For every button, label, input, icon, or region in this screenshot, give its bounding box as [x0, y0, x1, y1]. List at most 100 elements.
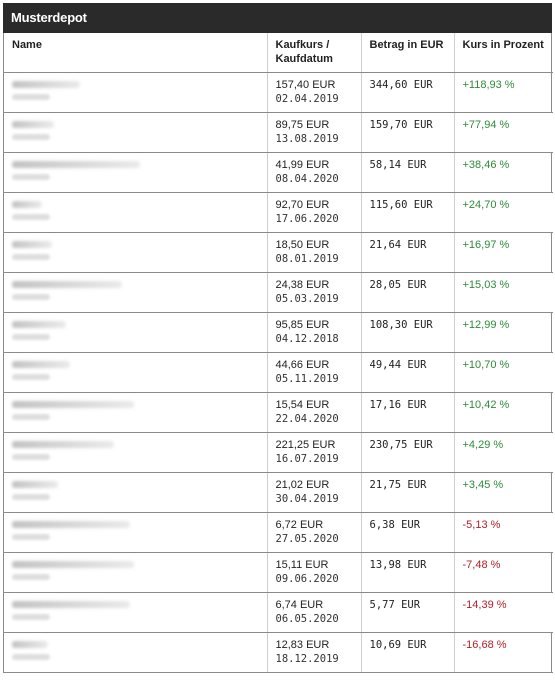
cell-betrag: 58,14 EUR: [360, 152, 454, 193]
redacted-name: [12, 161, 140, 168]
kaufkurs-value: 15,11 EUR: [275, 559, 329, 571]
cell-betrag: 159,70 EUR: [360, 112, 454, 153]
table-header-row: Name Kaufkurs / Kaufdatum Betrag in EUR …: [4, 33, 553, 73]
cell-name: [4, 432, 267, 473]
cell-kurs: +38,46 %: [453, 152, 553, 193]
kaufdatum-value: 18.12.2019: [275, 653, 339, 665]
cell-kaufkurs: 15,11 EUR 09.06.2020: [266, 552, 361, 593]
betrag-value: 5,77 EUR: [369, 599, 421, 611]
cell-betrag: 13,98 EUR: [360, 552, 454, 593]
table-row: 21,02 EUR 30.04.2019 21,75 EUR +3,45 %: [4, 472, 553, 513]
betrag-value: 58,14 EUR: [369, 159, 427, 171]
redacted-identifier: [12, 374, 50, 380]
cell-kurs: +4,29 %: [453, 432, 553, 473]
redacted-name: [12, 401, 134, 408]
redacted-name: [12, 81, 80, 88]
kurs-percent-value: -14,39 %: [462, 599, 507, 611]
kaufkurs-value: 41,99 EUR: [275, 159, 330, 171]
redacted-identifier: [12, 174, 50, 180]
redacted-name: [12, 201, 42, 208]
kaufdatum-value: 13.08.2019: [275, 133, 339, 145]
cell-kurs: -5,13 %: [453, 512, 553, 553]
kaufdatum-value: 09.06.2020: [275, 573, 339, 585]
redacted-identifier: [12, 534, 50, 540]
table-row: 92,70 EUR 17.06.2020 115,60 EUR +24,70 %: [4, 192, 553, 233]
cell-kaufkurs: 24,38 EUR 05.03.2019: [266, 272, 361, 313]
cell-name: [4, 592, 267, 633]
redacted-name: [12, 121, 54, 128]
musterdepot-widget: Musterdepot Name Kaufkurs / Kaufdatum Be…: [3, 3, 553, 673]
cell-kurs: -7,48 %: [453, 552, 553, 593]
redacted-name: [12, 561, 134, 568]
cell-kurs: +15,03 %: [453, 272, 553, 313]
cell-kaufkurs: 95,85 EUR 04.12.2018: [266, 312, 361, 353]
kaufdatum-value: 08.01.2019: [275, 253, 339, 265]
table-row: 95,85 EUR 04.12.2018 108,30 EUR +12,99 %: [4, 312, 553, 353]
redacted-identifier: [12, 654, 50, 660]
betrag-value: 17,16 EUR: [369, 399, 427, 411]
kaufkurs-value: 221,25 EUR: [275, 439, 336, 451]
table-row: 6,74 EUR 06.05.2020 5,77 EUR -14,39 %: [4, 592, 553, 633]
kurs-percent-value: -5,13 %: [462, 519, 501, 531]
kaufdatum-value: 05.11.2019: [275, 373, 339, 385]
table-row: 18,50 EUR 08.01.2019 21,64 EUR +16,97 %: [4, 232, 553, 273]
redacted-identifier: [12, 254, 50, 260]
betrag-value: 13,98 EUR: [369, 559, 427, 571]
cell-betrag: 17,16 EUR: [360, 392, 454, 433]
column-header-betrag: Betrag in EUR: [360, 33, 454, 73]
kurs-percent-value: +118,93 %: [462, 79, 515, 91]
redacted-identifier: [12, 294, 50, 300]
column-header-name: Name: [4, 33, 267, 73]
cell-betrag: 5,77 EUR: [360, 592, 454, 633]
column-header-kurs: Kurs in Prozent: [453, 33, 553, 73]
kaufkurs-value: 92,70 EUR: [275, 199, 330, 211]
cell-kurs: +3,45 %: [453, 472, 553, 513]
redacted-identifier: [12, 574, 50, 580]
kaufkurs-value: 157,40 EUR: [275, 79, 336, 91]
kurs-percent-value: +38,46 %: [462, 159, 510, 171]
cell-kaufkurs: 89,75 EUR 13.08.2019: [266, 112, 361, 153]
kurs-percent-value: +16,97 %: [462, 239, 510, 251]
cell-kurs: -16,68 %: [453, 632, 553, 673]
column-header-kaufkurs-line2: Kaufdatum: [275, 53, 333, 65]
kaufkurs-value: 89,75 EUR: [275, 119, 330, 131]
cell-name: [4, 272, 267, 313]
cell-kurs: +12,99 %: [453, 312, 553, 353]
cell-betrag: 115,60 EUR: [360, 192, 454, 233]
table-row: 89,75 EUR 13.08.2019 159,70 EUR +77,94 %: [4, 112, 553, 153]
table-row: 12,83 EUR 18.12.2019 10,69 EUR -16,68 %: [4, 632, 553, 673]
redacted-name: [12, 641, 48, 648]
cell-kurs: +24,70 %: [453, 192, 553, 233]
cell-kaufkurs: 157,40 EUR 02.04.2019: [266, 72, 361, 113]
widget-title: Musterdepot: [3, 3, 552, 33]
cell-kaufkurs: 18,50 EUR 08.01.2019: [266, 232, 361, 273]
table-row: 44,66 EUR 05.11.2019 49,44 EUR +10,70 %: [4, 352, 553, 393]
kaufkurs-value: 95,85 EUR: [275, 319, 330, 331]
redacted-name: [12, 241, 52, 248]
kaufdatum-value: 04.12.2018: [275, 333, 339, 345]
cell-name: [4, 352, 267, 393]
table-row: 15,54 EUR 22.04.2020 17,16 EUR +10,42 %: [4, 392, 553, 433]
cell-kurs: +77,94 %: [453, 112, 553, 153]
kaufkurs-value: 6,72 EUR: [275, 519, 324, 531]
kaufkurs-value: 12,83 EUR: [275, 639, 330, 651]
redacted-name: [12, 281, 122, 288]
table-row: 15,11 EUR 09.06.2020 13,98 EUR -7,48 %: [4, 552, 553, 593]
kurs-percent-value: +10,70 %: [462, 359, 510, 371]
betrag-value: 108,30 EUR: [369, 319, 433, 331]
redacted-identifier: [12, 214, 50, 220]
cell-betrag: 10,69 EUR: [360, 632, 454, 673]
betrag-value: 230,75 EUR: [369, 439, 433, 451]
kaufdatum-value: 17.06.2020: [275, 213, 339, 225]
redacted-identifier: [12, 334, 50, 340]
kaufkurs-value: 15,54 EUR: [275, 399, 330, 411]
redacted-identifier: [12, 94, 50, 100]
table-row: 41,99 EUR 08.04.2020 58,14 EUR +38,46 %: [4, 152, 553, 193]
kurs-percent-value: +15,03 %: [462, 279, 510, 291]
kaufdatum-value: 08.04.2020: [275, 173, 339, 185]
kurs-percent-value: -7,48 %: [462, 559, 501, 571]
redacted-identifier: [12, 134, 50, 140]
cell-name: [4, 512, 267, 553]
redacted-identifier: [12, 454, 50, 460]
betrag-value: 21,75 EUR: [369, 479, 427, 491]
